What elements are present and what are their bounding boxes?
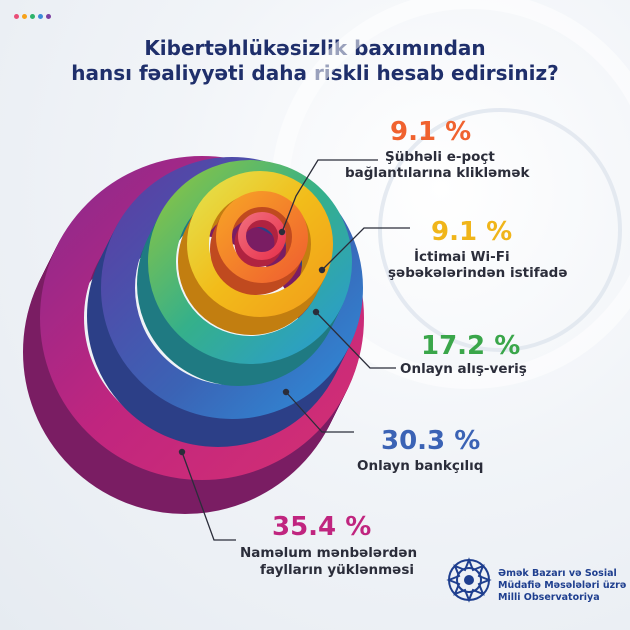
pct-label-2: 9.1 % (431, 217, 513, 247)
leader-phishing-dot (278, 228, 286, 236)
label-1-line2: bağlantılarına kliklәmәk (345, 165, 530, 181)
org-line1: Əmək Bazarı və Sosial (498, 568, 617, 579)
org-name: Əmək Bazarı və Sosial Müdafiə Məsələləri… (498, 568, 626, 604)
label-3-line1: Onlayn alış-veriş (400, 361, 527, 377)
leader-lines (178, 159, 410, 541)
leader-unknown-files (181, 451, 236, 541)
label-4-line1: Onlayn bankçılıq (357, 458, 484, 474)
dot (14, 14, 19, 19)
leader-banking-dot (282, 388, 290, 396)
bg-swirl (378, 108, 622, 352)
dot (22, 14, 27, 19)
leader-banking (285, 391, 354, 433)
leader-phishing (281, 159, 378, 233)
decorative-dots (14, 14, 51, 19)
leader-shopping (315, 311, 396, 369)
dot (30, 14, 35, 19)
rings-group (23, 156, 364, 514)
ring-phishing-links (210, 191, 308, 295)
pct-label-5: 35.4 % (272, 512, 372, 542)
pct-label-1: 9.1 % (390, 117, 472, 147)
label-2-line1: İctimai Wi-Fi (414, 249, 510, 265)
ring-core-face (238, 212, 286, 260)
observatory-logo-icon (446, 557, 492, 603)
dot (46, 14, 51, 19)
page-title-line1: Kibertəhlükəsizlik baxımından (144, 36, 486, 60)
label-5-line2: faylların yüklənməsi (260, 562, 414, 578)
org-line3: Milli Observatoriya (498, 592, 600, 603)
org-line2: Müdafiə Məsələləri üzrə (498, 580, 627, 591)
leader-shopping-dot (312, 308, 320, 316)
leader-unknown-files-dot (178, 448, 186, 456)
ring-core (234, 212, 286, 267)
label-1-line1: Şübhəli e-poçt (385, 149, 495, 165)
ring-phishing-links-face (216, 191, 308, 283)
leader-wifi (321, 227, 410, 271)
label-5-line1: Naməlum mənbələrdən (240, 545, 418, 561)
ring-public-wifi-face (187, 171, 333, 317)
pct-label-4: 30.3 % (381, 426, 481, 456)
leader-wifi-dot (318, 266, 326, 274)
label-2-line2: şəbəkələrindən istifadə (388, 265, 568, 281)
dot (38, 14, 43, 19)
pct-label-3: 17.2 % (421, 331, 521, 361)
